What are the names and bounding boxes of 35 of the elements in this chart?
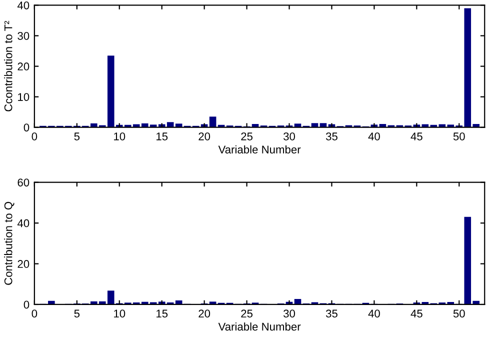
x-tick-label: 45 [410,310,422,318]
x-tick-label: 15 [156,132,168,140]
x-tick-label: 10 [114,132,126,140]
y-tick-label: 40 [17,1,30,10]
x-tick-label: 25 [241,132,253,140]
x-axis-title: Variable Number [218,322,301,331]
x-tick-label: 10 [114,310,126,318]
y-tick-label: 30 [18,32,30,40]
x-tick-label: 35 [326,310,338,318]
x-tick-label: 20 [198,132,210,140]
y-tick-label: 10 [18,93,30,101]
y-tick-label: 20 [18,62,30,70]
x-tick-label: 40 [368,132,380,140]
x-tick-label: 50 [453,132,465,140]
x-tick-label: 40 [368,310,380,318]
x-axis-title: Variable Number [218,145,301,154]
x-tick-label: 50 [453,310,465,318]
y-tick-label: 0 [24,124,30,132]
y-axis-title: Ccontribution to T² [4,20,12,112]
x-tick-label: 35 [326,132,338,140]
y-tick-label: 20 [18,260,30,268]
x-tick-label: 30 [284,132,296,140]
y-tick-label: 0 [24,300,30,309]
x-tick-label: 5 [74,132,80,140]
x-tick-label: 5 [74,310,80,318]
x-tick-label: 30 [284,310,296,318]
x-tick-label: 25 [241,310,253,318]
x-tick-label: 45 [410,132,422,140]
y-axis-title: Contribution to Q [4,202,14,285]
y-tick-label: 60 [18,178,30,186]
y-tick-label: 40 [17,219,30,228]
x-tick-label: 0 [32,310,38,318]
x-tick-label: 0 [32,132,38,140]
x-tick-label: 15 [156,310,168,318]
x-tick-label: 20 [198,310,210,318]
